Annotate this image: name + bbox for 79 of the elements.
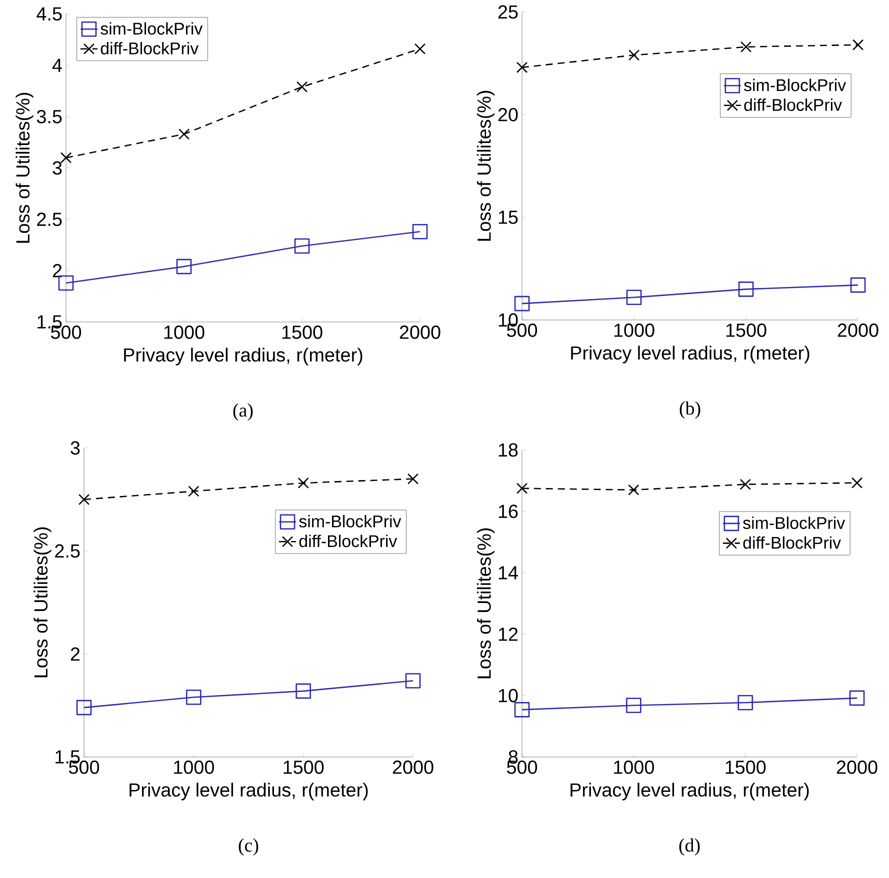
text: (c)	[238, 838, 258, 856]
x-tick-label: 1000	[614, 324, 654, 337]
point	[626, 698, 642, 714]
y-tick-label: 20	[498, 108, 518, 122]
point	[516, 62, 528, 74]
point	[851, 477, 863, 488]
x-tick-label: 1000	[614, 760, 654, 774]
point	[740, 478, 751, 490]
point	[628, 50, 640, 61]
text: (d)	[679, 838, 700, 856]
x-tick-label: 1500	[282, 326, 322, 339]
legend-label: sim-BlockPriv	[744, 78, 846, 92]
x-tick-label: 1000	[174, 760, 214, 774]
legend-label: diff-BlockPriv	[100, 42, 199, 54]
legend-label: diff-BlockPriv	[743, 536, 841, 549]
point	[407, 473, 419, 484]
point	[186, 690, 202, 705]
point	[738, 694, 753, 710]
point	[852, 39, 864, 50]
y-tick-label: 14	[498, 566, 518, 580]
x-tick-label: 1500	[726, 760, 766, 774]
point	[78, 494, 90, 506]
point	[849, 690, 865, 706]
point	[514, 296, 530, 312]
y-tick-label: 18	[498, 443, 518, 457]
y-tick-label: 3	[70, 441, 80, 455]
y-tick-label: 10	[498, 688, 518, 702]
point	[738, 282, 754, 297]
x-axis-title: Privacy level radius, r(meter)	[130, 782, 368, 800]
text: (a)	[233, 403, 253, 421]
y-tick-label: 16	[498, 504, 518, 518]
point	[412, 224, 428, 240]
point	[296, 683, 311, 699]
y-axis-title: Loss of Utilites(%)	[16, 92, 34, 243]
point	[626, 290, 642, 306]
y-tick-label: 15	[498, 210, 518, 224]
x-axis-title: Privacy level radius, r(meter)	[570, 782, 809, 800]
x-axis-title: Privacy level radius, r(meter)	[124, 348, 362, 366]
y-axis-title: Loss of Utilites(%)	[476, 90, 495, 241]
y-tick-label: 2	[70, 647, 80, 661]
point	[850, 277, 866, 293]
y-tick-label: 2.5	[37, 212, 62, 226]
point	[178, 128, 190, 140]
point	[188, 486, 200, 497]
point	[176, 258, 192, 274]
x-tick-label: 1000	[164, 326, 204, 339]
x-tick-label: 2000	[400, 326, 440, 339]
y-tick-label: 12	[498, 628, 518, 641]
x-tick-label: 1500	[726, 324, 766, 337]
point	[514, 702, 530, 718]
y-tick-label: 4	[52, 58, 62, 72]
legend-label: sim-BlockPriv	[100, 22, 203, 35]
legend-label: diff-BlockPriv	[299, 534, 398, 548]
point	[294, 238, 310, 254]
x-tick-label: 2000	[838, 324, 878, 337]
y-tick-label: 3.5	[36, 110, 62, 124]
text: (b)	[680, 401, 700, 419]
legend-label: sim-BlockPriv	[299, 514, 402, 528]
x-tick-label: 2000	[836, 760, 878, 774]
y-tick-label: 25	[498, 5, 518, 19]
point	[60, 152, 72, 164]
x-tick-label: 2000	[392, 760, 434, 774]
legend-label: diff-BlockPriv	[744, 98, 842, 111]
y-tick-label: 2.5	[55, 544, 80, 558]
y-axis-title: Loss of Utilites(%)	[34, 527, 52, 678]
point	[296, 81, 308, 92]
point	[298, 477, 309, 489]
x-tick-label: 1500	[284, 760, 324, 774]
point	[76, 700, 92, 716]
point	[405, 673, 421, 688]
legend-label: sim-BlockPriv	[743, 516, 846, 530]
x-axis-title: Privacy level radius, r(meter)	[571, 346, 810, 364]
point	[516, 482, 528, 494]
point	[740, 41, 752, 52]
point	[414, 43, 426, 54]
y-tick-label: 3	[52, 161, 62, 175]
y-tick-label: 4.5	[36, 7, 62, 21]
y-axis-title: Loss of Utilites(%)	[476, 528, 495, 678]
point	[628, 484, 640, 496]
